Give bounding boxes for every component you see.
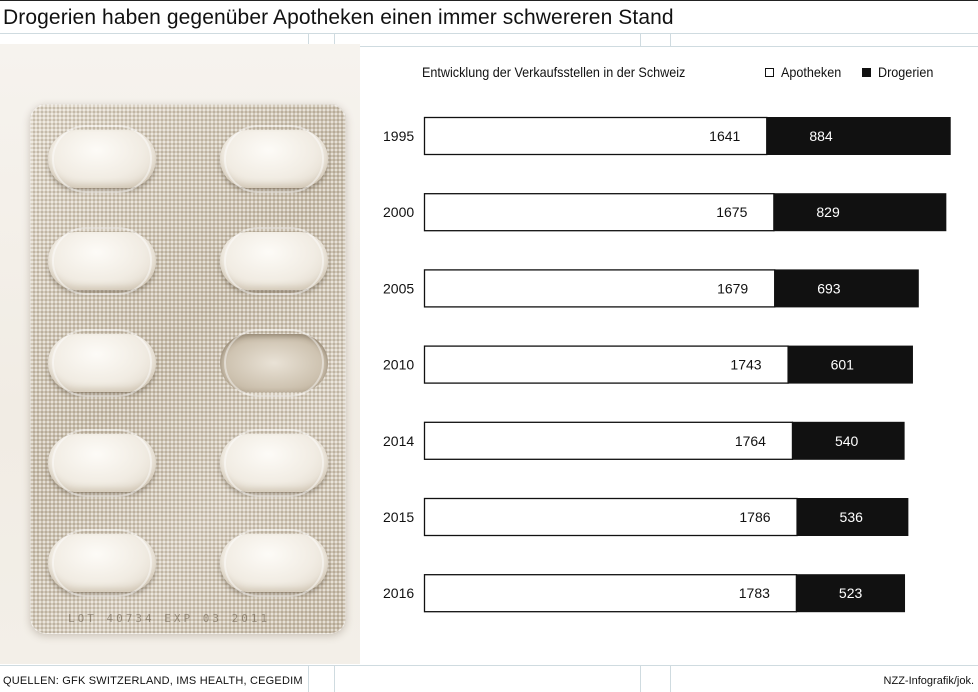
pill-image: [220, 429, 328, 497]
year-label: 2000: [383, 204, 414, 220]
lot-imprint: LOT 40734 EXP 03 2011: [68, 612, 271, 625]
pill-image: [48, 125, 156, 193]
year-label: 2015: [383, 509, 414, 525]
bar-apotheken: [423, 497, 798, 537]
empty-blister-cavity: [220, 329, 328, 397]
value-label-drogerien: 829: [816, 204, 840, 220]
year-label: 2005: [383, 280, 414, 296]
value-label-drogerien: 693: [817, 280, 841, 296]
bar-drogerien: [773, 193, 947, 232]
pill-image: [220, 529, 328, 597]
value-label-drogerien: 536: [840, 509, 864, 525]
legend-item-apotheken: Apotheken: [765, 64, 848, 80]
legend-swatch-white: [765, 67, 774, 77]
year-label: 2010: [383, 357, 414, 373]
year-label: 2014: [383, 433, 414, 449]
value-label-apotheken: 1743: [730, 357, 761, 373]
blister-pack-image: [30, 104, 346, 634]
legend-label: Apotheken: [781, 64, 842, 80]
bar-drogerien: [796, 498, 909, 536]
bar-drogerien: [795, 574, 906, 613]
value-label-apotheken: 1675: [716, 204, 747, 220]
value-label-apotheken: 1786: [739, 509, 770, 525]
value-label-apotheken: 1764: [735, 433, 766, 449]
legend-label: Drogerien: [878, 64, 934, 80]
bar-drogerien: [774, 269, 919, 308]
year-label: 1995: [383, 128, 414, 144]
value-label-drogerien: 884: [809, 128, 833, 144]
pill-image: [220, 227, 328, 295]
value-label-drogerien: 601: [831, 357, 855, 373]
value-label-apotheken: 1679: [717, 280, 748, 296]
bar-drogerien: [787, 345, 913, 384]
legend-swatch-black: [862, 67, 871, 77]
bar-drogerien: [791, 421, 905, 460]
bar-apotheken: [423, 421, 794, 460]
pill-image: [220, 125, 328, 193]
pill-image: [48, 329, 156, 397]
pill-image: [48, 227, 156, 295]
value-label-drogerien: 523: [839, 585, 863, 601]
page-title: Drogerien haben gegenüber Apotheken eine…: [3, 6, 674, 29]
value-label-apotheken: 1783: [739, 585, 770, 601]
credit-note: NZZ-Infografik/jok.: [883, 675, 974, 687]
pill-image: [48, 429, 156, 497]
pill-image: [48, 529, 156, 597]
year-label: 2016: [383, 585, 414, 601]
value-label-apotheken: 1641: [709, 128, 740, 144]
legend-item-drogerien: Drogerien: [862, 64, 939, 80]
chart-title: Entwicklung der Verkaufsstellen in der S…: [422, 64, 686, 80]
bar-apotheken: [423, 574, 798, 613]
value-label-drogerien: 540: [835, 433, 859, 449]
bar-drogerien: [766, 117, 951, 155]
bar-apotheken: [423, 345, 789, 384]
bar-apotheken: [423, 269, 776, 308]
source-note: QUELLEN: GFK SWITZERLAND, IMS HEALTH, CE…: [3, 675, 303, 687]
